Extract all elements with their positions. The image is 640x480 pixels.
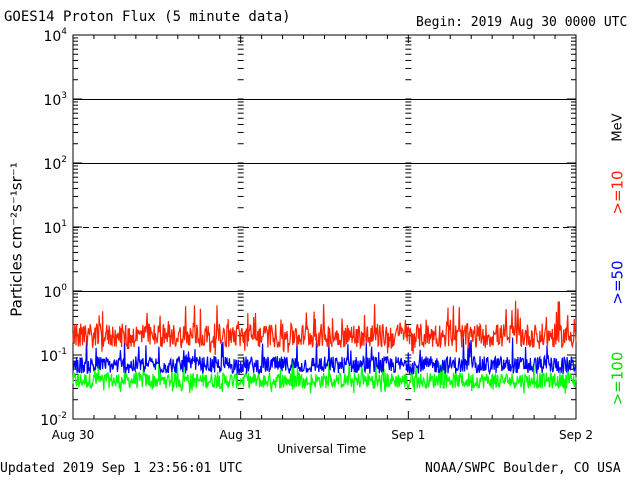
updated-time: Updated 2019 Sep 1 23:56:01 UTC [0,461,243,476]
y-tick-label: 103 [43,91,67,109]
x-axis-label: Universal Time [277,442,367,456]
series-label-ge50: >=50 [608,260,627,305]
y-tick-label: 101 [43,219,67,237]
y-tick-label: 102 [43,155,67,173]
x-tick-label: Sep 1 [391,428,425,442]
begin-time: Begin: 2019 Aug 30 0000 UTC [416,15,628,30]
energy-unit-label: MeV [610,113,626,142]
chart-title: GOES14 Proton Flux (5 minute data) [4,9,291,25]
y-tick-label: 104 [43,27,67,45]
y-tick-label: 100 [43,283,67,301]
y-tick-label: 10-2 [40,411,67,429]
x-tick-label: Aug 30 [52,428,95,442]
series-line [72,358,577,394]
y-tick-label: 10-1 [40,347,67,365]
x-tick-label: Aug 31 [219,428,262,442]
series-line [72,336,577,376]
x-tick-label: Sep 2 [559,428,593,442]
y-axis-label: Particles cm⁻²s⁻¹sr⁻¹ [7,162,26,317]
series-label-ge10: >=10 [608,170,627,215]
data-source: NOAA/SWPC Boulder, CO USA [425,461,621,476]
series-label-ge100: >=100 [608,351,627,406]
series-line [72,300,577,355]
